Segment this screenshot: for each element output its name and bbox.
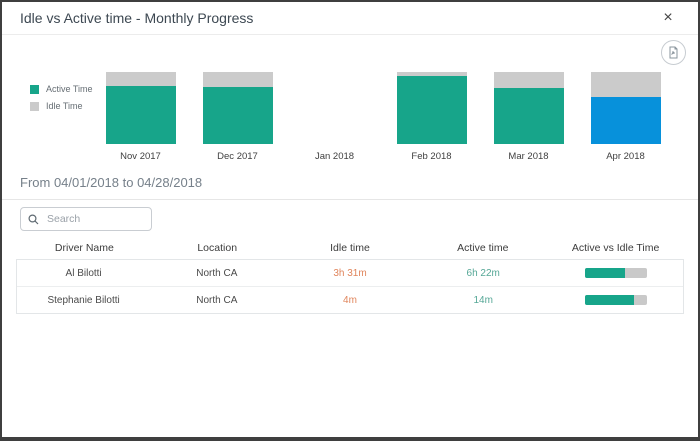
idle-time-swatch [30, 101, 39, 111]
export-report-button[interactable] [661, 40, 686, 65]
table-row[interactable]: Al Bilotti North CA 3h 31m 6h 22m [17, 260, 683, 286]
monthly-stacked-bar-chart: Nov 2017 Dec 2017 Jan 2018 Feb 2018 Mar 2018… [92, 72, 674, 164]
section-divider [2, 199, 698, 200]
table-header-row: Driver Name Location Idle time Active time A… [18, 242, 682, 254]
column-header-location: Location [197, 242, 238, 254]
column-header-active-time: Active time [457, 242, 509, 254]
month-label: Mar 2018 [508, 151, 549, 162]
month-label: Jan 2018 [314, 151, 355, 162]
progress-fill [585, 294, 634, 305]
chart-bar-nov-2017[interactable]: Nov 2017 [92, 72, 189, 164]
active-vs-idle-progress-bar [585, 294, 648, 305]
idle-segment [105, 72, 176, 86]
close-icon[interactable]: × [658, 8, 678, 28]
legend-label-idle: Idle Time [46, 101, 83, 111]
progress-fill [585, 267, 626, 278]
active-vs-idle-cell [550, 267, 683, 279]
location-cell: North CA [196, 267, 238, 279]
chart-bar-dec-2017[interactable]: Dec 2017 [189, 72, 286, 164]
idle-segment [493, 72, 564, 88]
chart-bar-apr-2018[interactable]: Apr 2018 [577, 72, 674, 164]
search-input[interactable] [45, 212, 144, 226]
driver-table: Al Bilotti North CA 3h 31m 6h 22m Stephanie … [16, 259, 684, 314]
month-label: Feb 2018 [411, 151, 452, 162]
active-segment [396, 76, 467, 144]
search-icon [28, 213, 39, 225]
idle-segment [202, 72, 273, 88]
chart-bar-jan-2018[interactable]: Jan 2018 [286, 72, 383, 164]
idle-time-cell: 3h 31m [333, 267, 367, 279]
legend-label-active: Active Time [46, 84, 93, 94]
column-header-driver-name: Driver Name [54, 242, 114, 254]
active-time-cell: 14m [473, 294, 493, 306]
month-label: Nov 2017 [120, 151, 161, 162]
column-header-idle-time: Idle time [330, 242, 370, 254]
column-header-active-vs-idle-time: Active vs Idle Time [571, 242, 660, 254]
chart-bar-feb-2018[interactable]: Feb 2018 [383, 72, 480, 164]
idle-time-cell: 4m [343, 294, 357, 306]
chart-legend: Active Time Idle Time [30, 84, 93, 118]
dialog-title: Idle vs Active time - Monthly Progress [20, 10, 254, 26]
search-input-container[interactable] [20, 207, 152, 231]
active-segment [105, 85, 176, 144]
active-segment [493, 87, 564, 144]
idle-segment [590, 72, 661, 98]
month-label: Apr 2018 [606, 151, 645, 162]
month-label: Dec 2017 [217, 151, 258, 162]
idle-segment [396, 72, 467, 77]
date-range-label: From 04/01/2018 to 04/28/2018 [20, 175, 203, 190]
legend-item-active[interactable]: Active Time [30, 84, 93, 94]
active-time-swatch [30, 84, 39, 94]
export-report-icon [667, 46, 680, 59]
dialog-header: Idle vs Active time - Monthly Progress × [2, 2, 698, 35]
active-segment [590, 97, 661, 144]
table-row[interactable]: Stephanie Bilotti North CA 4m 14m [17, 286, 683, 313]
chart-bar-mar-2018[interactable]: Mar 2018 [480, 72, 577, 164]
driver-name-cell: Stephanie Bilotti [47, 294, 120, 306]
active-segment [202, 87, 273, 144]
active-time-cell: 6h 22m [466, 267, 500, 279]
legend-item-idle[interactable]: Idle Time [30, 101, 93, 111]
active-vs-idle-progress-bar [585, 267, 648, 278]
location-cell: North CA [196, 294, 238, 306]
driver-name-cell: Al Bilotti [65, 267, 102, 279]
active-vs-idle-cell [550, 294, 683, 306]
